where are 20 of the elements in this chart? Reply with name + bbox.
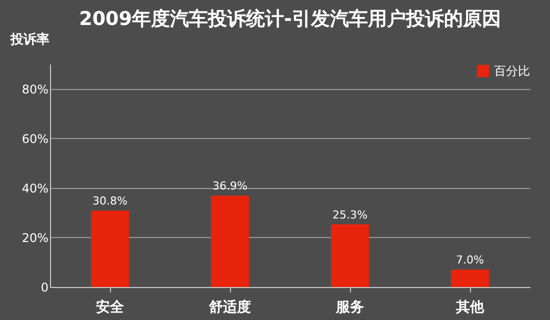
y-tick-label: 0 (40, 280, 48, 294)
y-tick-label: 20% (22, 230, 48, 245)
bar (451, 270, 489, 287)
data-label: 25.3% (332, 208, 368, 222)
y-tick-label: 40% (22, 181, 48, 196)
data-label: 7.0% (456, 254, 484, 267)
x-tick-label: 安全 (96, 298, 125, 316)
y-tick-label: 60% (22, 132, 48, 146)
bar (91, 210, 129, 287)
data-label: 30.8% (92, 194, 128, 208)
x-tick-label: 舒适度 (208, 298, 251, 316)
data-label: 36.9% (212, 180, 248, 193)
bar (211, 196, 249, 287)
y-tick-label: 80% (22, 82, 48, 96)
legend-label: 百分比 (494, 64, 530, 78)
x-tick-label: 其他 (455, 300, 485, 316)
x-tick-label: 服务 (335, 300, 364, 316)
bar (331, 224, 369, 287)
chart-title: 2009年度汽车投诉统计-引发汽车用户投诉的原因 (79, 8, 501, 30)
y-axis-title: 投诉率 (10, 32, 50, 48)
